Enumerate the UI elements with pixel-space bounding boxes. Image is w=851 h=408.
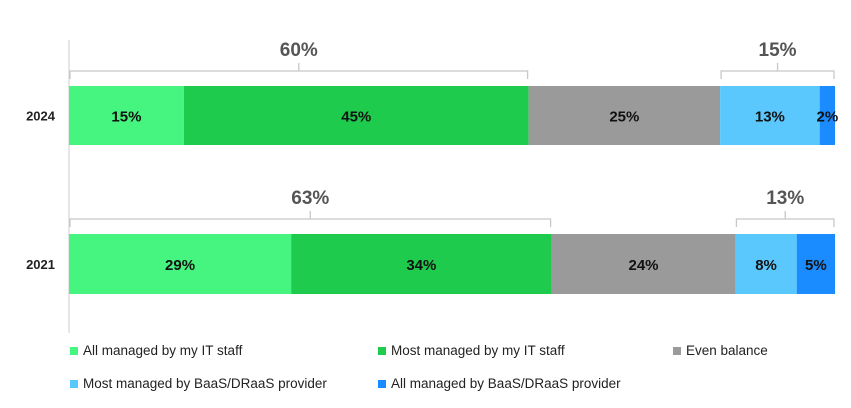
bar-segment [735,234,797,294]
bracket [720,63,835,79]
bar-segment [69,86,184,145]
data-label: 25% [609,109,639,126]
bar-segment [551,234,736,294]
category-label: 2024 [26,109,56,124]
legend-label: All managed by BaaS/DRaaS provider [391,376,621,391]
data-label: 29% [165,257,195,274]
data-label: 34% [406,257,436,274]
legend-item-even-balance: Even balance [673,343,768,358]
bracket [69,211,552,227]
bracket [735,211,835,227]
legend-swatch [673,346,681,355]
stacked-bar-chart: 2024 15% 45% 25% 13% 2% 2021 29% 34% 24% 8% 5% 60% 15… [26,40,838,333]
data-label: 13% [755,109,785,126]
legend-item-most-it-staff: Most managed by my IT staff [378,343,565,358]
bracket-label: 13% [766,188,804,209]
data-label: 8% [755,257,777,274]
legend-label: Most managed by my IT staff [391,343,565,358]
legend-item-all-provider: All managed by BaaS/DRaaS provider [378,376,621,391]
bar-segment [720,86,820,145]
bar-segment [819,86,835,145]
legend-swatch [378,346,386,355]
data-label: 5% [805,257,827,274]
legend-label: All managed by my IT staff [83,343,243,358]
bar-segment [796,234,835,294]
bar-segment [528,86,721,145]
bar-segment [183,86,529,145]
data-label: 45% [341,109,371,126]
legend-item-most-provider: Most managed by BaaS/DRaaS provider [70,376,327,391]
legend-swatch [70,346,78,355]
legend-label: Even balance [686,343,768,358]
data-label: 24% [628,257,658,274]
legend-swatch [70,379,78,388]
bracket-label: 63% [291,188,329,209]
legend-item-all-it-staff: All managed by my IT staff [70,343,242,358]
bar-segment [69,234,292,294]
data-label: 2% [816,109,838,126]
legend-label: Most managed by BaaS/DRaaS provider [83,376,327,391]
data-label: 15% [111,109,141,126]
bracket [69,63,529,79]
bracket-label: 15% [759,40,797,61]
legend-swatch [378,379,386,388]
bar-segment [291,234,552,294]
bracket-label: 60% [280,40,318,61]
category-label: 2021 [26,257,55,272]
